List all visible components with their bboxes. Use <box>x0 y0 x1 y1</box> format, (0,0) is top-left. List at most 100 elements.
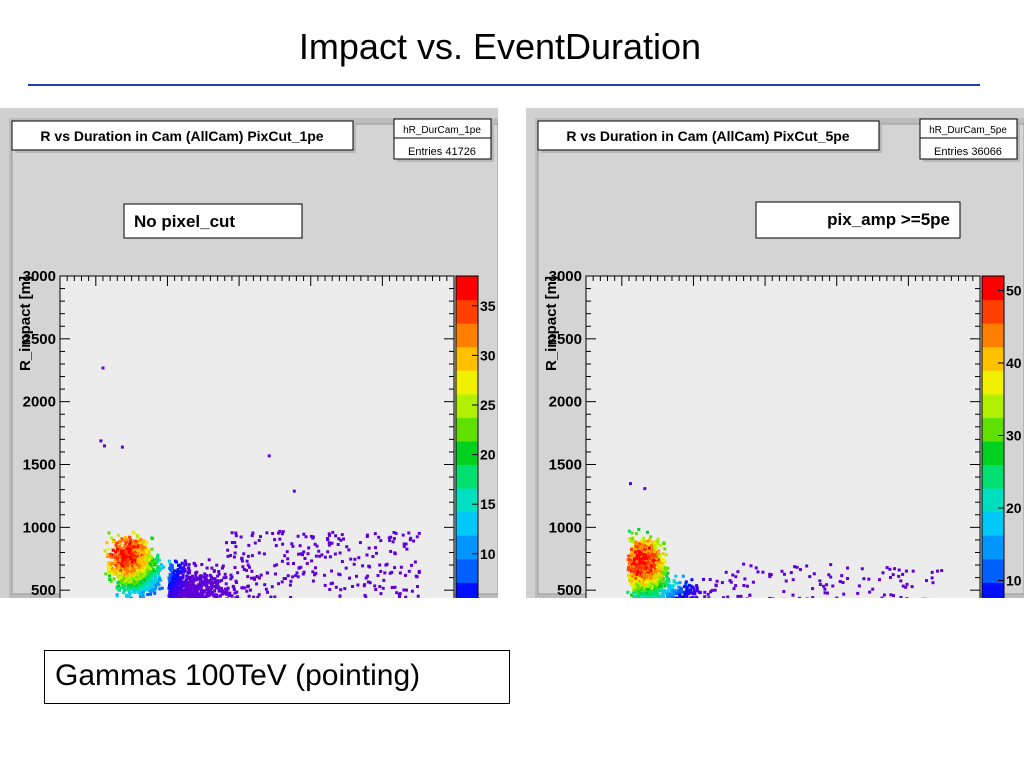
histogram-cell <box>127 550 131 554</box>
histogram-cell <box>355 574 358 578</box>
histogram-cell <box>217 570 221 573</box>
histogram-cell <box>882 593 886 597</box>
histogram-cell <box>367 564 371 568</box>
histogram-cell <box>659 573 663 577</box>
histogram-cell <box>189 588 192 592</box>
histogram-cell <box>171 571 175 575</box>
histogram-cell <box>196 576 200 580</box>
histogram-cell <box>739 594 743 598</box>
histogram-cell <box>232 555 236 559</box>
histogram-cell <box>152 588 155 592</box>
histogram-cell <box>389 535 393 539</box>
histogram-cell <box>320 553 324 557</box>
histogram-cell <box>184 597 187 598</box>
histogram-cell <box>194 592 198 596</box>
histogram-cell <box>122 576 126 580</box>
histogram-cell <box>657 549 661 553</box>
histogram-cell <box>653 555 656 559</box>
histogram-cell <box>234 579 238 583</box>
histogram-cell <box>240 557 244 561</box>
histogram-cell <box>110 571 114 575</box>
histogram-cell <box>635 549 639 553</box>
histogram-cell <box>121 558 125 561</box>
stats-entries: Entries 36066 <box>934 146 1002 158</box>
histogram-cell <box>649 568 653 572</box>
histogram-cell <box>172 586 176 590</box>
histogram-cell <box>137 565 141 569</box>
colorbar-segment <box>456 464 478 489</box>
histogram-cell <box>149 571 153 575</box>
histogram-cell <box>692 587 696 591</box>
histogram-cell <box>374 546 377 550</box>
histogram-cell <box>128 560 132 564</box>
histogram-cell <box>745 597 749 598</box>
histogram-cell <box>654 590 658 594</box>
histogram-cell <box>117 567 121 571</box>
histogram-cell <box>732 587 736 591</box>
histogram-cell <box>116 574 120 578</box>
histogram-cell <box>388 539 392 542</box>
histogram-cell <box>664 569 668 573</box>
histogram-cell <box>146 593 150 596</box>
histogram-cell <box>653 594 657 598</box>
histogram-cell <box>334 585 338 589</box>
histogram-cell <box>118 558 122 562</box>
histogram-cell <box>135 586 139 590</box>
histogram-cell <box>132 590 135 594</box>
histogram-cell <box>683 594 687 598</box>
stats-name: hR_DurCam_1pe <box>403 125 481 136</box>
histogram-cell <box>652 564 656 568</box>
histogram-cell <box>122 591 126 595</box>
histogram-panel-1pe: R vs Duration in Cam (AllCam) PixCut_1pe… <box>0 108 498 598</box>
histogram-cell <box>337 572 341 576</box>
histogram-cell <box>202 581 206 585</box>
histogram-cell <box>171 584 175 588</box>
histogram-cell <box>340 533 344 537</box>
colorbar-segment <box>456 276 478 301</box>
histogram-cell <box>192 595 196 598</box>
histogram-cell <box>724 570 728 574</box>
histogram-cell <box>344 566 348 570</box>
histogram-cell <box>284 577 287 580</box>
y-tick-label: 2500 <box>23 331 56 348</box>
histogram-cell <box>131 569 135 573</box>
histogram-cell <box>799 568 802 572</box>
histogram-cell <box>317 549 321 553</box>
histogram-cell <box>178 590 182 594</box>
histogram-cell <box>107 531 111 535</box>
histogram-cell <box>825 583 829 587</box>
histogram-cell <box>641 557 645 560</box>
histogram-cell <box>285 550 289 554</box>
histogram-cell <box>224 576 228 579</box>
histogram-cell <box>229 577 233 581</box>
histogram-cell <box>135 545 139 549</box>
histogram-cell <box>891 573 895 577</box>
histogram-cell <box>289 579 293 583</box>
histogram-cell <box>838 580 842 583</box>
histogram-cell <box>345 545 349 549</box>
histogram-cell <box>144 553 148 557</box>
colorbar-segment <box>456 346 478 371</box>
histogram-cell <box>229 573 233 577</box>
histogram-cell <box>194 594 198 598</box>
histogram-cell <box>297 566 301 570</box>
histogram-cell <box>660 571 664 575</box>
histogram-cell <box>134 552 138 556</box>
histogram-cell <box>663 547 667 551</box>
histogram-cell <box>644 580 648 584</box>
histogram-cell <box>286 574 290 578</box>
histogram-cell <box>104 572 108 576</box>
histogram-cell <box>769 573 773 577</box>
histogram-cell <box>115 541 119 545</box>
histogram-outlier <box>120 445 124 449</box>
histogram-cell <box>197 584 201 588</box>
histogram-cell <box>647 546 651 550</box>
histogram-outlier <box>643 487 647 491</box>
histogram-cell <box>889 576 892 579</box>
histogram-cell <box>150 547 154 551</box>
histogram-cell <box>152 572 156 576</box>
histogram-cell <box>135 564 139 568</box>
histogram-cell <box>868 590 872 594</box>
histogram-cell <box>310 559 314 563</box>
histogram-cell <box>681 596 685 598</box>
